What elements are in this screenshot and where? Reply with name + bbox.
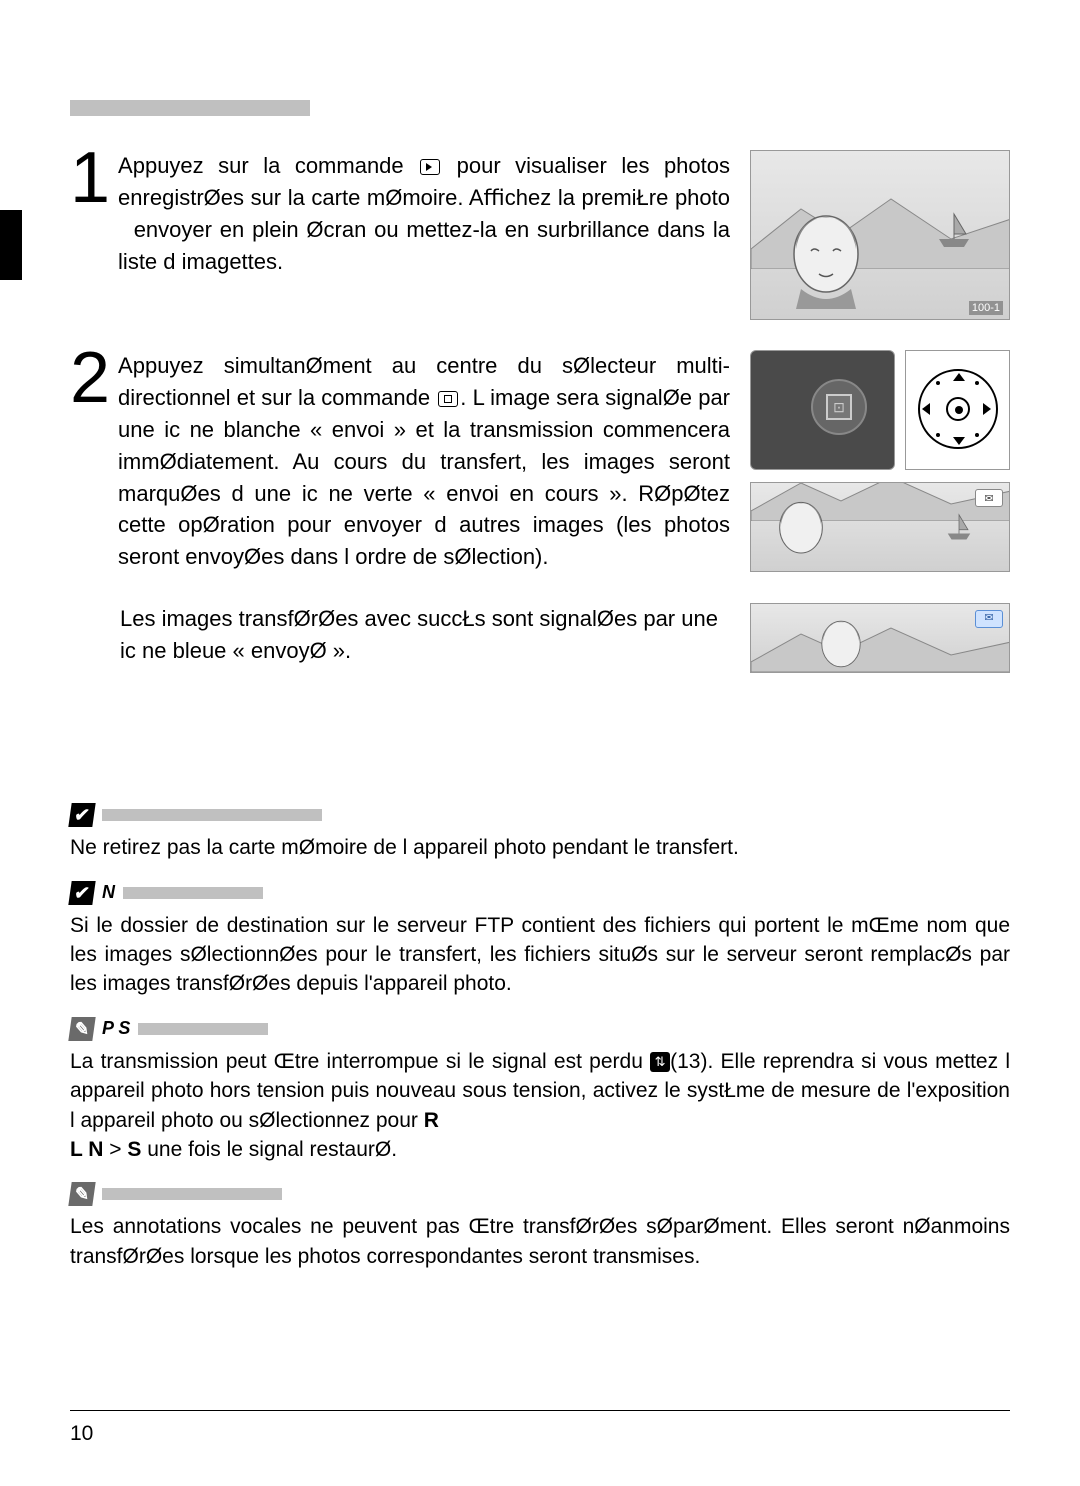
step-1: 1 Appuyez sur la commande pour visualise… bbox=[70, 150, 1010, 320]
portrait-illustration bbox=[781, 209, 871, 309]
note-3-gt: > bbox=[103, 1138, 127, 1161]
notes-section: ✔ Ne retirez pas la carte mØmoire de l a… bbox=[70, 803, 1010, 1271]
multi-selector-diagram bbox=[905, 350, 1010, 470]
frame-number-label: 100-1 bbox=[969, 301, 1003, 315]
extra-lcd: ✉ bbox=[750, 603, 1010, 673]
camera-back-figure: ⊡ bbox=[750, 350, 895, 470]
note-3: ✎ P S La transmission peut Œtre interrom… bbox=[70, 1017, 1010, 1165]
step-2-lcd: ✉ bbox=[750, 482, 1010, 572]
send-badge-white: ✉ bbox=[975, 489, 1003, 507]
boat-illustration-2 bbox=[944, 511, 974, 541]
note-2: ✔ N Si le dossier de destination sur le … bbox=[70, 881, 1010, 999]
send-badge-blue: ✉ bbox=[975, 610, 1003, 628]
page-number: 10 bbox=[70, 1422, 93, 1446]
pencil-icon-2: ✎ bbox=[68, 1182, 95, 1206]
camera-center-button: ⊡ bbox=[811, 379, 867, 435]
note-4-text: Les annotations vocales ne peuvent pas Œ… bbox=[70, 1212, 1010, 1271]
boat-illustration bbox=[934, 209, 974, 249]
step-1-lcd: 100-1 bbox=[750, 150, 1010, 320]
header-grey-bar bbox=[70, 100, 310, 116]
main-content: 1 Appuyez sur la commande pour visualise… bbox=[70, 150, 1010, 1271]
footer-rule bbox=[70, 1410, 1010, 1411]
note-4: ✎ Les annotations vocales ne peuvent pas… bbox=[70, 1182, 1010, 1271]
step-2: 2 Appuyez simultanØment au centre du sØl… bbox=[70, 350, 1010, 573]
step-2-number: 2 bbox=[70, 350, 110, 573]
margin-tab bbox=[0, 210, 22, 280]
note-2-text: Si le dossier de destination sur le serv… bbox=[70, 911, 1010, 999]
portrait-illustration-3 bbox=[811, 617, 871, 673]
step-1-number: 1 bbox=[70, 150, 110, 320]
note-3-line2a: L N bbox=[70, 1138, 103, 1161]
note-3-line2b: une fois le signal restaurØ. bbox=[141, 1138, 397, 1161]
note-3-text: La transmission peut Œtre interrompue si… bbox=[70, 1047, 1010, 1165]
note-3-text-a: La transmission peut Œtre interrompue si… bbox=[70, 1050, 650, 1073]
extra-paragraph: Les images transfØrØes avec succŁs sont … bbox=[120, 603, 1010, 673]
step-2-text: Appuyez simultanØment au centre du sØlec… bbox=[118, 350, 730, 573]
note-1: ✔ Ne retirez pas la carte mØmoire de l a… bbox=[70, 803, 1010, 862]
extra-text: Les images transfØrØes avec succŁs sont … bbox=[120, 603, 730, 673]
note-3-bold1: R bbox=[424, 1109, 439, 1132]
pencil-icon: ✎ bbox=[68, 1017, 95, 1041]
caution-icon: ✔ bbox=[68, 803, 95, 827]
playback-icon bbox=[420, 159, 440, 175]
note-3-bold2: S bbox=[127, 1138, 141, 1161]
caution-icon-2: ✔ bbox=[68, 881, 95, 905]
signal-icon: ⇅ bbox=[650, 1052, 670, 1072]
step-1-text: Appuyez sur la commande pour visualiser … bbox=[118, 150, 730, 320]
note-1-text: Ne retirez pas la carte mØmoire de l app… bbox=[70, 833, 1010, 862]
note-3-label: P S bbox=[102, 1018, 130, 1039]
mountain-illustration-3 bbox=[751, 622, 1010, 672]
center-button-icon bbox=[438, 391, 458, 407]
note-2-label: N bbox=[102, 882, 115, 903]
portrait-illustration-2 bbox=[771, 496, 831, 566]
